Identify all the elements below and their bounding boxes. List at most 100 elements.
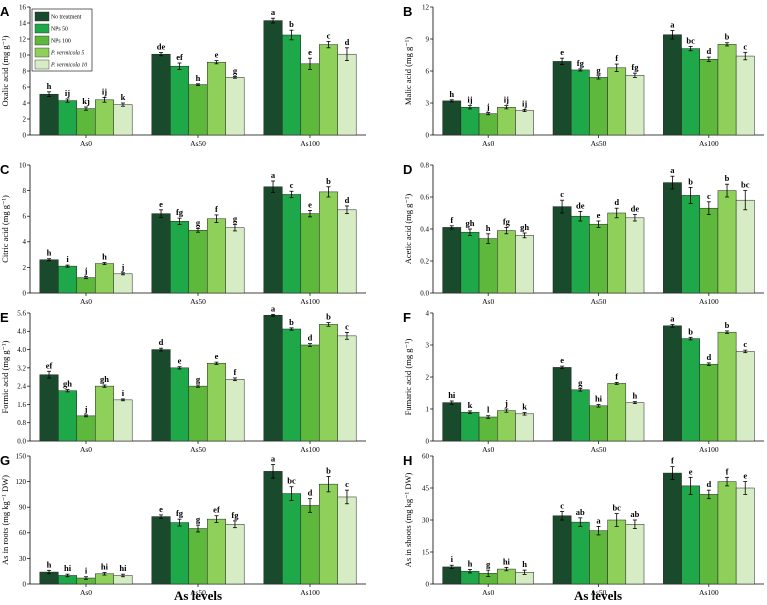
x-tick-label: As0 xyxy=(482,588,494,597)
significance-letter: c xyxy=(345,321,349,331)
y-tick-label: 3 xyxy=(426,99,430,107)
x-tick-label: As0 xyxy=(482,445,494,454)
bar xyxy=(263,315,283,442)
significance-letter: k xyxy=(121,92,126,102)
bar xyxy=(337,209,357,294)
significance-letter: f xyxy=(450,215,453,225)
bar xyxy=(300,505,320,585)
legend-swatch xyxy=(34,23,50,34)
bar xyxy=(39,374,59,442)
bar xyxy=(318,191,338,294)
bar xyxy=(552,61,572,136)
y-tick-label: 90 xyxy=(19,504,27,512)
significance-letter: d xyxy=(308,333,313,343)
y-axis-label: As in roots (mg kg⁻¹ DW) xyxy=(0,475,10,565)
y-tick-label: 10 xyxy=(19,51,27,59)
bar xyxy=(570,215,590,294)
significance-letter: ij xyxy=(65,88,70,98)
significance-letter: hi xyxy=(101,561,109,571)
significance-letter: gh xyxy=(63,379,72,389)
significance-letter: h xyxy=(196,73,201,83)
chart-panel-E: E 0.0 0.8 1.6 2.4 3.2 4.0 4.8 5.6 Formic acid (mg… xyxy=(0,303,366,454)
significance-letter: b xyxy=(289,317,294,327)
significance-letter: e xyxy=(159,199,163,209)
bar xyxy=(188,230,208,294)
significance-letter: b xyxy=(688,176,693,186)
bar xyxy=(570,521,590,585)
significance-letter: bc xyxy=(741,180,750,190)
significance-letter: h xyxy=(47,559,52,569)
bar xyxy=(663,325,682,442)
significance-letter: k xyxy=(522,402,527,412)
bar xyxy=(589,530,608,585)
bar xyxy=(735,55,755,136)
y-tick-label: 0 xyxy=(426,131,430,139)
y-tick-label: 45 xyxy=(422,484,430,492)
bar xyxy=(58,390,78,442)
significance-letter: e xyxy=(215,351,219,361)
significance-letter: fg xyxy=(176,207,184,217)
significance-letter: d xyxy=(706,479,711,489)
bar xyxy=(300,213,320,294)
x-tick-label: As100 xyxy=(300,139,320,148)
chart-panel-G: G 0 30 60 90 120 150 As in roots (mg kg⁻¹ DW) As… xyxy=(0,452,366,597)
significance-letter: a xyxy=(596,515,601,525)
significance-letter: de xyxy=(576,200,585,210)
bar xyxy=(151,53,171,136)
bar xyxy=(717,331,737,442)
x-tick-label: As100 xyxy=(699,297,719,306)
legend-label: NPs 100 xyxy=(51,39,71,45)
bar xyxy=(681,195,700,294)
y-tick-label: 30 xyxy=(422,516,430,524)
y-tick-label: 0.6 xyxy=(420,193,429,201)
significance-letter: j xyxy=(121,262,125,272)
bar xyxy=(552,206,572,294)
significance-letter: fg xyxy=(176,508,184,518)
bar xyxy=(170,522,190,585)
significance-letter: hi xyxy=(595,394,603,404)
x-tick-label: As50 xyxy=(190,588,206,597)
bar xyxy=(607,519,627,585)
bar xyxy=(206,218,226,294)
panel-letter: E xyxy=(0,310,9,325)
bar xyxy=(170,221,190,294)
x-tick-label: As0 xyxy=(80,445,92,454)
y-tick-label: 0.0 xyxy=(420,289,429,297)
bar xyxy=(699,494,719,585)
bar xyxy=(337,496,357,585)
y-tick-label: 14 xyxy=(19,19,27,27)
y-tick-label: 60 xyxy=(19,529,27,537)
panel-letter: H xyxy=(403,453,412,468)
bar xyxy=(515,413,534,442)
bar xyxy=(94,99,114,136)
chart-panel-C: C 0 2 4 6 8 10 Citric acid (mg g⁻¹) As0 h i j h j As50… xyxy=(0,161,366,306)
significance-letter: b xyxy=(725,173,730,183)
bar xyxy=(337,53,357,136)
bar xyxy=(478,416,498,442)
bar xyxy=(206,363,226,442)
y-tick-label: 2 xyxy=(426,373,430,381)
x-tick-label: As50 xyxy=(591,139,607,148)
bar xyxy=(94,263,114,294)
legend-label: P. vermicola 10 xyxy=(50,63,87,69)
legend-swatch xyxy=(34,47,50,58)
bar xyxy=(113,399,133,442)
bar xyxy=(515,110,534,136)
x-tick-label: As0 xyxy=(80,139,92,148)
legend-label: NPs 50 xyxy=(51,27,68,33)
y-tick-label: 0 xyxy=(426,437,430,445)
bar xyxy=(607,212,627,294)
bar xyxy=(460,231,480,294)
significance-letter: a xyxy=(271,303,276,313)
bar xyxy=(625,524,645,585)
y-tick-label: 0 xyxy=(23,131,27,139)
significance-letter: b xyxy=(289,19,294,29)
bar xyxy=(699,207,719,294)
bar xyxy=(663,472,682,585)
significance-letter: fg xyxy=(231,510,239,520)
significance-letter: ij xyxy=(467,95,472,105)
bar xyxy=(263,471,283,585)
significance-letter: fg xyxy=(631,62,639,72)
y-tick-label: 4 xyxy=(23,99,27,107)
y-tick-label: 5.6 xyxy=(17,309,26,317)
